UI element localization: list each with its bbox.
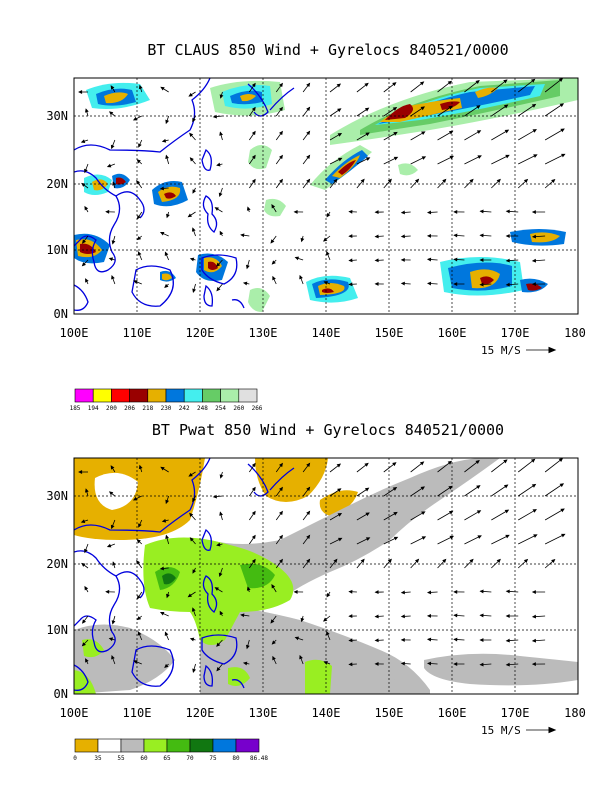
bottom-colorbar-label: 65 bbox=[163, 755, 171, 762]
top-colorbar-swatch bbox=[111, 389, 129, 402]
top-colorbar-swatch bbox=[221, 389, 239, 402]
bottom-lat-label: 10N bbox=[46, 623, 68, 637]
bottom-colorbar-swatch bbox=[144, 739, 167, 752]
bottom-colorbar-swatch bbox=[121, 739, 144, 752]
top-colorbar-swatch bbox=[184, 389, 202, 402]
top-lon-label: 110E bbox=[123, 326, 152, 340]
top-colorbar-label: 200 bbox=[106, 405, 117, 412]
bottom-colorbar-label: 0 bbox=[73, 755, 77, 762]
bottom-map-title: BT Pwat 850 Wind + Gyrelocs 840521/0000 bbox=[152, 421, 504, 439]
top-colorbar-swatch bbox=[166, 389, 184, 402]
bottom-lon-label: 180 bbox=[564, 706, 586, 720]
top-colorbar-label: 194 bbox=[88, 405, 99, 412]
bottom-colorbar-swatch bbox=[190, 739, 213, 752]
bottom-colorbar-label: 86.48 bbox=[250, 755, 268, 762]
bottom-colorbar-label: 60 bbox=[140, 755, 148, 762]
bottom-vector-scale-arrow bbox=[526, 728, 555, 733]
top-lon-label: 120E bbox=[186, 326, 215, 340]
top-lon-label: 150E bbox=[375, 326, 404, 340]
top-vector-scale-label: 15 M/S bbox=[481, 344, 521, 357]
bottom-colorbar: 0 35 55 60 65 70 75 80 86.48 bbox=[73, 739, 268, 762]
top-colorbar-label: 248 bbox=[197, 405, 208, 412]
bottom-colorbar-swatch bbox=[167, 739, 190, 752]
top-colorbar-label: 206 bbox=[124, 405, 135, 412]
top-colorbar-swatch bbox=[75, 389, 93, 402]
top-colorbar-label: 260 bbox=[233, 405, 244, 412]
top-lon-label: 130E bbox=[249, 326, 278, 340]
bottom-colorbar-swatch bbox=[98, 739, 121, 752]
bottom-colorbar-swatch bbox=[213, 739, 236, 752]
top-lon-label: 180 bbox=[564, 326, 586, 340]
top-colorbar-swatch bbox=[148, 389, 166, 402]
bottom-colorbar-label: 70 bbox=[186, 755, 194, 762]
top-colorbar-label: 230 bbox=[161, 405, 172, 412]
bottom-colorbar-label: 75 bbox=[209, 755, 217, 762]
bottom-lon-label: 170E bbox=[501, 706, 530, 720]
top-colorbar-swatch bbox=[130, 389, 148, 402]
bottom-lat-label: 0N bbox=[54, 687, 68, 701]
bottom-lat-label: 20N bbox=[46, 557, 68, 571]
bottom-lon-label: 130E bbox=[249, 706, 278, 720]
top-colorbar-label: 254 bbox=[215, 405, 226, 412]
top-colorbar-label: 266 bbox=[252, 405, 263, 412]
bottom-colorbar-label: 80 bbox=[232, 755, 240, 762]
top-map-plot bbox=[74, 78, 578, 314]
bottom-colorbar-swatch bbox=[236, 739, 259, 752]
top-colorbar-swatch bbox=[202, 389, 220, 402]
top-map-title: BT CLAUS 850 Wind + Gyrelocs 840521/0000 bbox=[147, 41, 508, 59]
top-colorbar-label: 185 bbox=[70, 405, 81, 412]
top-colorbar-label: 242 bbox=[179, 405, 190, 412]
top-lat-label: 20N bbox=[46, 177, 68, 191]
bottom-lon-label: 150E bbox=[375, 706, 404, 720]
top-lat-label: 0N bbox=[54, 307, 68, 321]
top-lon-label: 100E bbox=[60, 326, 89, 340]
top-lon-label: 170E bbox=[501, 326, 530, 340]
bottom-lon-label: 160E bbox=[438, 706, 467, 720]
top-lat-label: 10N bbox=[46, 243, 68, 257]
top-lat-label: 30N bbox=[46, 109, 68, 123]
bottom-vector-scale-label: 15 M/S bbox=[481, 724, 521, 737]
bottom-lon-label: 140E bbox=[312, 706, 341, 720]
bottom-lat-label: 30N bbox=[46, 489, 68, 503]
top-colorbar-label: 218 bbox=[142, 405, 153, 412]
bottom-lon-label: 120E bbox=[186, 706, 215, 720]
bottom-lon-label: 110E bbox=[123, 706, 152, 720]
bottom-colorbar-label: 55 bbox=[117, 755, 125, 762]
top-lon-label: 160E bbox=[438, 326, 467, 340]
top-colorbar: 185 194 200 206 218 230 242 248 254 260 266 bbox=[70, 389, 263, 412]
bottom-colorbar-swatch bbox=[75, 739, 98, 752]
top-colorbar-swatch bbox=[239, 389, 257, 402]
bottom-colorbar-label: 35 bbox=[94, 755, 102, 762]
top-lon-label: 140E bbox=[312, 326, 341, 340]
bottom-map-plot bbox=[74, 458, 578, 694]
top-vector-scale-arrow bbox=[526, 348, 555, 353]
bottom-lon-label: 100E bbox=[60, 706, 89, 720]
top-colorbar-swatch bbox=[93, 389, 111, 402]
